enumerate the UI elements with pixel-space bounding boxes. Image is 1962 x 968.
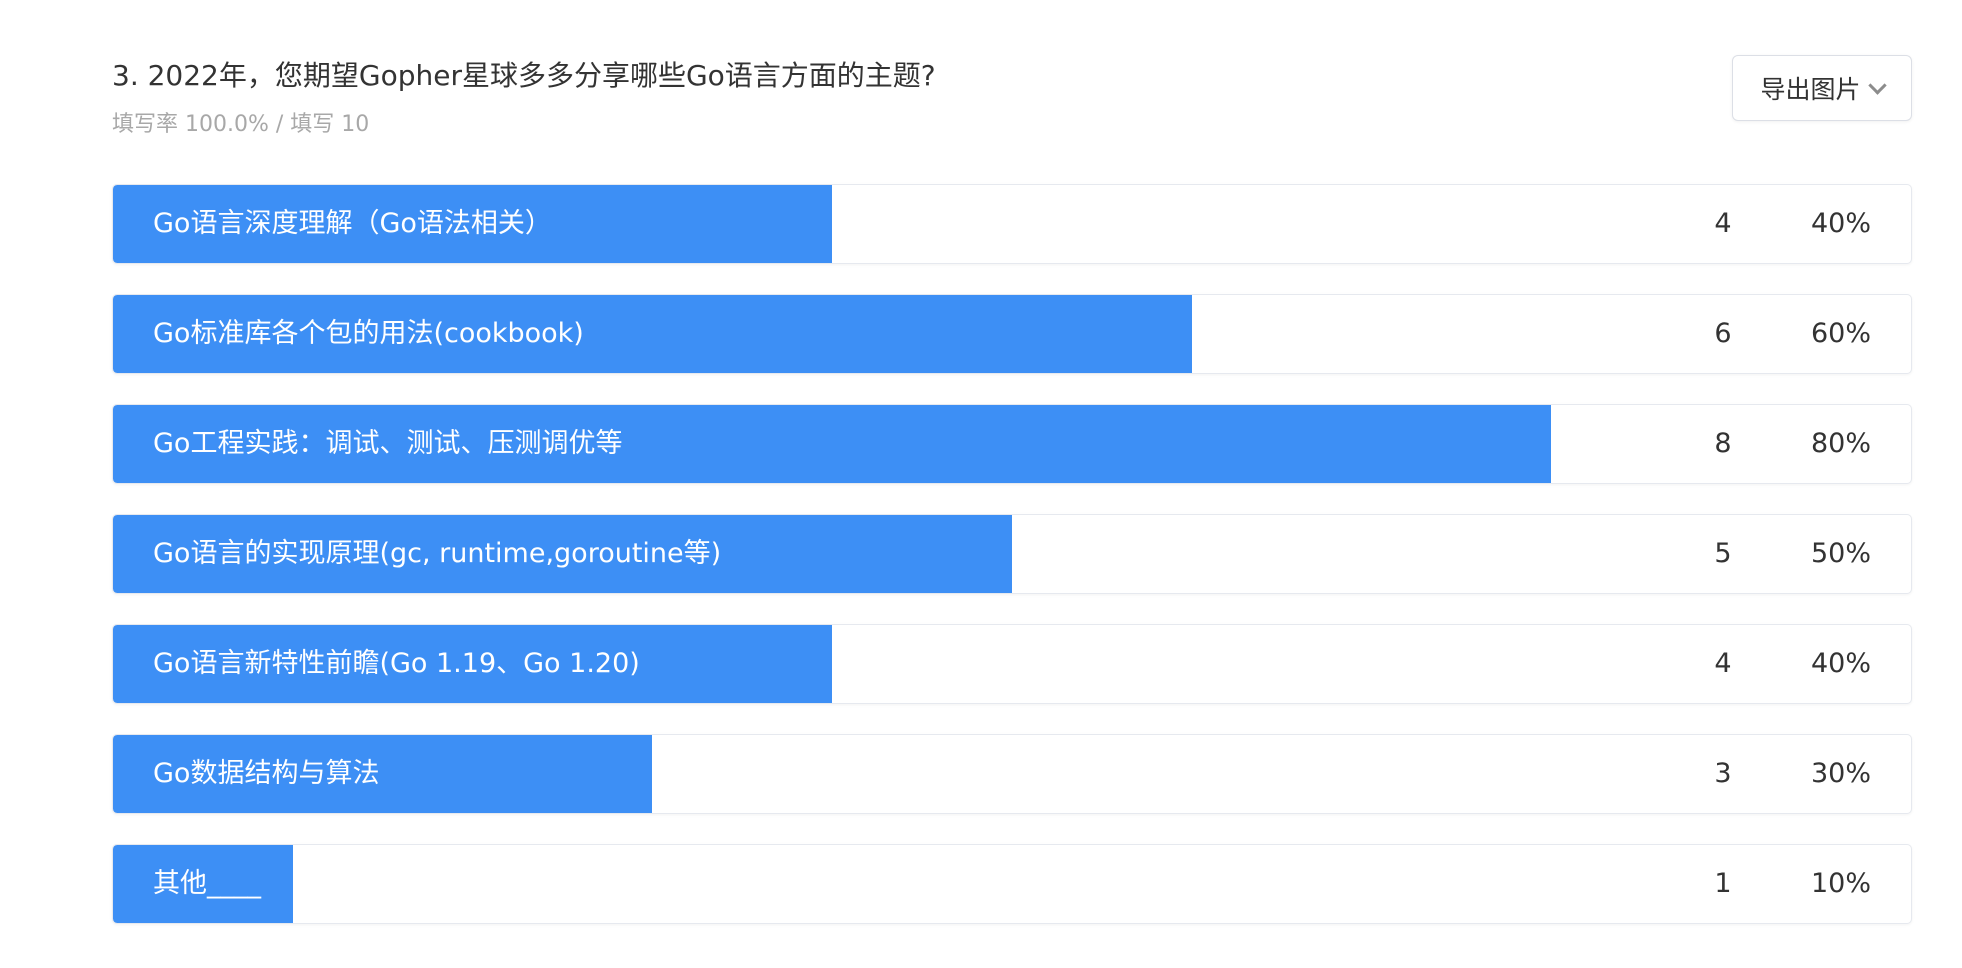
option-percent: 80% (1810, 428, 1871, 459)
option-percent: 50% (1810, 538, 1871, 569)
option-count: 8 (1714, 428, 1732, 459)
option-count: 6 (1714, 318, 1732, 349)
option-bar (113, 515, 1012, 593)
option-label: Go语言新特性前瞻(Go 1.19、Go 1.20) (153, 648, 640, 679)
option-count: 1 (1714, 868, 1732, 899)
option-row: Go数据结构与算法 3 30% (112, 734, 1912, 814)
option-percent: 30% (1810, 758, 1871, 789)
option-label: Go语言深度理解（Go语法相关） (153, 208, 552, 239)
option-count: 4 (1714, 208, 1732, 239)
option-row: Go工程实践：调试、测试、压测调优等 8 80% (112, 404, 1912, 484)
option-percent: 40% (1810, 648, 1871, 679)
option-bar (113, 625, 833, 703)
option-count: 4 (1714, 648, 1732, 679)
question-title: 3. 2022年，您期望Gopher星球多多分享哪些Go语言方面的主题? (112, 59, 936, 92)
option-label: Go数据结构与算法 (153, 758, 380, 789)
option-label: Go工程实践：调试、测试、压测调优等 (153, 428, 623, 459)
option-count: 3 (1714, 758, 1732, 789)
option-count: 5 (1714, 538, 1732, 569)
option-percent: 40% (1810, 208, 1871, 239)
option-bar (113, 185, 833, 263)
option-row: 其他____ 1 10% (112, 844, 1912, 924)
response-rate: 填写率 100.0% / 填写 10 (112, 112, 370, 137)
option-row: Go标准库各个包的用法(cookbook) 6 60% (112, 294, 1912, 374)
option-row: Go语言深度理解（Go语法相关） 4 40% (112, 184, 1912, 264)
option-percent: 10% (1810, 868, 1871, 899)
option-bar (113, 735, 653, 813)
chevron-down-icon (1867, 75, 1887, 95)
export-image-button[interactable]: 导出图片 (1732, 55, 1912, 121)
results-chart: Go语言深度理解（Go语法相关） 4 40% Go标准库各个包的用法(cookbook… (112, 184, 1912, 954)
export-image-label: 导出图片 (1760, 75, 1861, 104)
option-bar (113, 405, 1552, 483)
option-row: Go语言的实现原理(gc, runtime,goroutine等) 5 50% (112, 514, 1912, 594)
option-label: Go语言的实现原理(gc, runtime,goroutine等) (153, 538, 722, 569)
option-row: Go语言新特性前瞻(Go 1.19、Go 1.20) 4 40% (112, 624, 1912, 704)
option-bar (113, 845, 293, 923)
option-bar (113, 295, 1192, 373)
option-percent: 60% (1810, 318, 1871, 349)
option-label: Go标准库各个包的用法(cookbook) (153, 318, 584, 349)
option-label: 其他____ (153, 868, 261, 899)
